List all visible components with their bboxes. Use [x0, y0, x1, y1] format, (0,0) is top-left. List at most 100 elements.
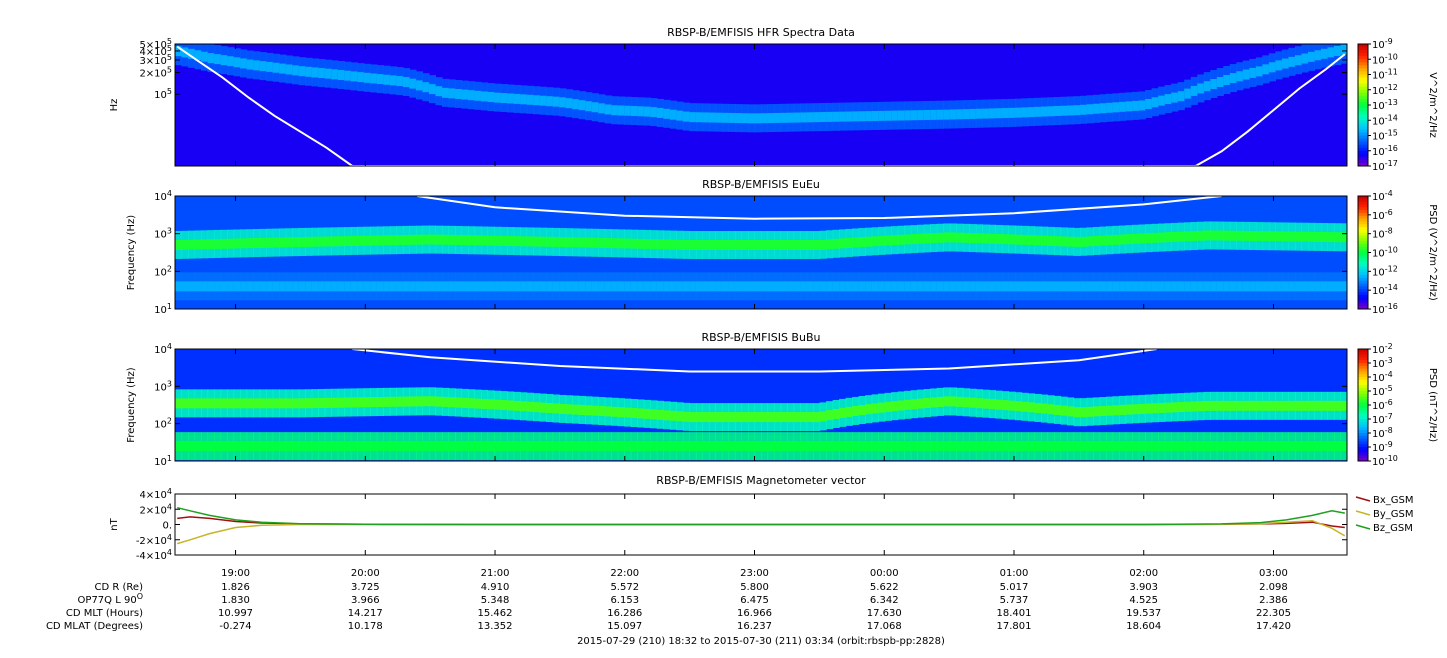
- spectral-band: [702, 412, 710, 423]
- spectral-band: [1268, 400, 1276, 411]
- spectral-band: [481, 398, 489, 409]
- spectral-band: [370, 73, 378, 84]
- spectral-band: [1014, 234, 1023, 245]
- spectral-band: [1223, 400, 1231, 411]
- colorbar-segment: [1358, 244, 1368, 248]
- spectral-band: [734, 281, 743, 292]
- spectral-band: [741, 441, 749, 452]
- spectral-band: [1112, 234, 1120, 245]
- spectral-band: [227, 398, 235, 409]
- spectral-band: [1171, 92, 1179, 103]
- panel-1: RBSP-B/EMFISIS HFR Spectra Data 10-910-10…: [109, 26, 1438, 173]
- colorbar-tick-label: 10-9: [1372, 440, 1393, 454]
- spectral-band: [982, 108, 990, 119]
- y-tick-label: 5×105: [139, 37, 172, 51]
- spectral-band: [923, 233, 931, 244]
- spectral-band: [1001, 234, 1010, 245]
- spectral-band: [363, 441, 371, 452]
- spectral-band: [1067, 441, 1075, 452]
- spectral-band: [1294, 55, 1303, 66]
- spectral-band: [1093, 103, 1101, 114]
- spectral-band: [1320, 48, 1329, 59]
- spectral-band: [526, 441, 534, 452]
- spectral-band: [923, 109, 931, 120]
- spectral-band: [663, 239, 671, 250]
- spectral-band: [500, 281, 508, 292]
- spectral-band: [1138, 100, 1146, 111]
- spectral-band: [201, 441, 209, 452]
- spectral-band: [305, 398, 313, 409]
- colorbar-tick-label: 10-4: [1372, 189, 1393, 203]
- spectral-band: [481, 441, 489, 452]
- spectral-band: [572, 404, 580, 415]
- spectral-band: [1203, 81, 1211, 92]
- y-tick-label: 4×104: [139, 487, 172, 501]
- spectral-band: [1301, 281, 1309, 292]
- colorbar-segment: [1358, 360, 1368, 364]
- spectral-band: [656, 281, 664, 292]
- spectral-band: [1184, 88, 1192, 99]
- colorbar-segment: [1358, 144, 1368, 149]
- spectral-band: [357, 441, 365, 452]
- spectral-band: [1255, 400, 1263, 411]
- spectral-band: [428, 396, 437, 407]
- spectral-band: [767, 441, 775, 452]
- spectral-band: [1255, 231, 1263, 242]
- colorbar-segment: [1358, 427, 1368, 431]
- spectral-band: [793, 281, 801, 292]
- spectral-band: [721, 441, 730, 452]
- spectral-band: [513, 281, 521, 292]
- spectral-band: [565, 237, 573, 248]
- spectral-band: [754, 281, 762, 292]
- spectral-band: [533, 95, 541, 106]
- colorbar-segment: [1358, 374, 1368, 378]
- ephemeris-value: 14.217: [348, 608, 383, 619]
- spectral-band: [337, 397, 345, 408]
- spectral-band: [630, 238, 638, 249]
- spectral-band: [1067, 105, 1075, 116]
- spectral-band: [1106, 441, 1114, 452]
- colorbar-segment: [1358, 50, 1368, 54]
- spectral-band: [201, 398, 209, 409]
- spectral-band: [389, 235, 397, 246]
- spectral-band: [787, 441, 795, 452]
- spectral-band: [813, 281, 821, 292]
- spectral-band: [988, 399, 996, 410]
- spectral-band: [376, 281, 384, 292]
- colorbar-segment: [1358, 385, 1368, 389]
- spectral-band: [565, 441, 573, 452]
- spectral-band: [559, 441, 567, 452]
- colorbar-segment: [1358, 129, 1368, 133]
- spectral-band: [259, 237, 267, 248]
- spectral-band: [1067, 406, 1075, 417]
- spectral-band: [318, 441, 326, 452]
- spectral-band: [988, 281, 996, 292]
- spectral-band: [220, 441, 228, 452]
- spectral-band: [220, 238, 228, 249]
- spectral-band: [656, 441, 664, 452]
- spectral-band: [1203, 281, 1211, 292]
- spectral-band: [481, 235, 489, 246]
- colorbar-tick-label: 10-14: [1372, 113, 1398, 127]
- spectral-band: [1236, 441, 1244, 452]
- spectral-band: [1262, 281, 1270, 292]
- spectral-band: [865, 281, 873, 292]
- spectral-band: [227, 441, 235, 452]
- spectral-band: [637, 281, 645, 292]
- spectral-band: [728, 412, 736, 423]
- colorbar-segment: [1358, 419, 1368, 423]
- spectral-band: [559, 237, 567, 248]
- spectral-band: [214, 54, 222, 65]
- colorbar-segment: [1358, 159, 1368, 164]
- spectral-band: [376, 74, 384, 85]
- spectral-band: [402, 234, 410, 245]
- spectral-band: [468, 281, 476, 292]
- spectral-band: [1262, 441, 1270, 452]
- spectral-band: [175, 398, 183, 409]
- spectral-band: [1001, 281, 1010, 292]
- spectral-band: [246, 281, 254, 292]
- spectral-band: [474, 398, 482, 409]
- spectral-band: [1014, 401, 1023, 412]
- spectral-band: [396, 235, 404, 246]
- spectral-band: [383, 235, 391, 246]
